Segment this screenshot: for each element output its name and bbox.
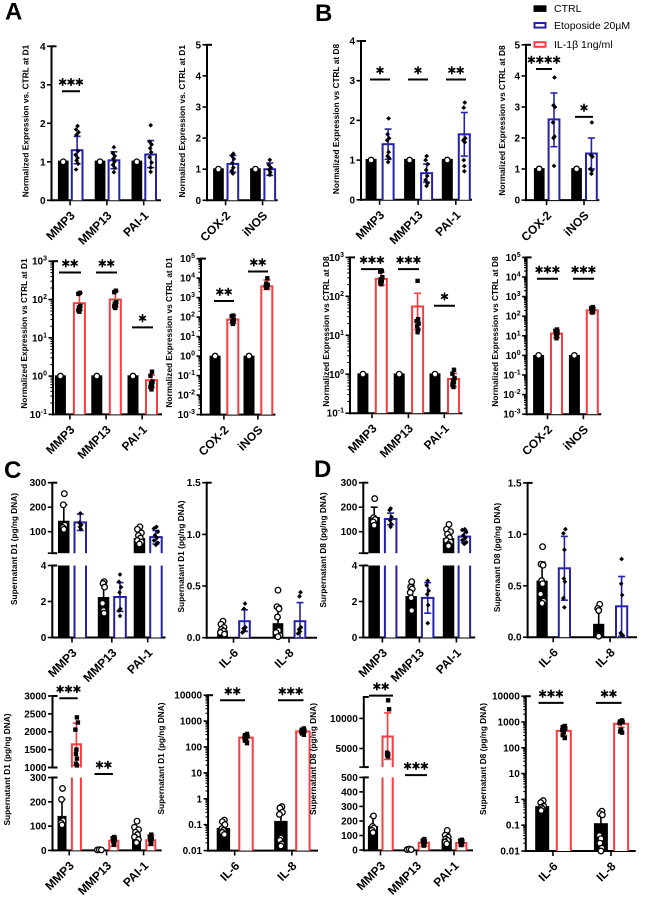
svg-text:100: 100: [341, 831, 358, 842]
svg-text:0: 0: [352, 846, 358, 857]
svg-text:100: 100: [185, 743, 202, 754]
svg-text:Normalized Expression vs CTRL: Normalized Expression vs CTRL at D8: [497, 45, 507, 196]
svg-text:200: 200: [30, 503, 47, 514]
svg-text:1000: 1000: [180, 717, 203, 728]
svg-text:Supernaant D8 (pg/ng DNA): Supernaant D8 (pg/ng DNA): [492, 503, 502, 612]
svg-text:Normalized Expression vs CTRL: Normalized Expression vs CTRL at D8: [490, 256, 500, 407]
svg-text:10000: 10000: [174, 691, 202, 702]
svg-text:200: 200: [341, 817, 358, 828]
svg-text:5: 5: [195, 40, 201, 51]
svg-text:1: 1: [349, 156, 355, 167]
svg-text:Supernatant D1 (pg/ng DNA): Supernatant D1 (pg/ng DNA): [156, 702, 166, 814]
svg-text:2: 2: [514, 134, 520, 145]
svg-text:4: 4: [40, 42, 46, 53]
svg-text:Supernatant D1 (pg/ng DNA): Supernatant D1 (pg/ng DNA): [2, 713, 12, 825]
svg-text:3: 3: [40, 80, 46, 91]
svg-text:300: 300: [341, 802, 358, 813]
svg-text:0: 0: [41, 633, 47, 644]
svg-text:300: 300: [341, 478, 358, 489]
svg-text:10: 10: [191, 768, 203, 779]
svg-text:0.1: 0.1: [188, 820, 202, 831]
svg-text:Normalized Expression vs. CTRL: Normalized Expression vs. CTRL at D1: [177, 45, 187, 198]
svg-text:300: 300: [30, 478, 47, 489]
svg-text:500: 500: [341, 773, 358, 784]
svg-text:0.5: 0.5: [187, 582, 201, 593]
svg-text:3000: 3000: [24, 692, 47, 703]
svg-text:100: 100: [30, 527, 47, 538]
svg-text:4: 4: [195, 71, 201, 82]
svg-text:Supernatant D1 (pg/ng DNA): Supernatant D1 (pg/ng DNA): [9, 493, 19, 605]
svg-text:100: 100: [503, 743, 520, 754]
svg-text:1: 1: [514, 795, 520, 806]
svg-text:1000: 1000: [24, 763, 47, 774]
svg-text:3: 3: [349, 76, 355, 87]
svg-text:0: 0: [41, 846, 47, 857]
svg-text:300: 300: [30, 773, 47, 784]
svg-text:Supernatant D1 (pg/ng DNA): Supernatant D1 (pg/ng DNA): [176, 500, 186, 612]
svg-text:0.0: 0.0: [187, 633, 201, 644]
svg-text:Surpernatant D8 (pg/ng DNA): Surpernatant D8 (pg/ng DNA): [318, 492, 328, 607]
svg-text:1000: 1000: [498, 718, 521, 729]
svg-text:0.01: 0.01: [183, 846, 203, 857]
svg-text:1.5: 1.5: [187, 478, 201, 489]
svg-text:4: 4: [41, 561, 47, 572]
svg-text:Supernatant D8 (pg/ng DNA): Supernatant D8 (pg/ng DNA): [308, 703, 318, 815]
svg-text:0: 0: [40, 196, 46, 207]
svg-text:100: 100: [30, 822, 47, 833]
svg-text:Normalized Expression vs. CTRL: Normalized Expression vs. CTRL at D1: [21, 44, 31, 197]
svg-text:Supernatant D8 (pg/ng DNA): Supernatant D8 (pg/ng DNA): [478, 703, 488, 815]
svg-text:3: 3: [195, 103, 201, 114]
svg-text:0: 0: [514, 196, 520, 207]
svg-text:Normalized Expression vs CTRL: Normalized Expression vs CTRL at D8: [321, 256, 331, 407]
svg-text:A: A: [5, 0, 22, 26]
svg-text:0.01: 0.01: [500, 847, 520, 858]
svg-text:Normalized Expression vs CTRL: Normalized Expression vs CTRL at D1: [164, 257, 174, 408]
svg-text:200: 200: [30, 797, 47, 808]
svg-text:Normalized Expression vs CTRL: Normalized Expression vs CTRL at D1: [19, 258, 29, 409]
svg-text:CTRL: CTRL: [554, 3, 582, 15]
svg-text:10000: 10000: [492, 692, 520, 703]
svg-text:1: 1: [195, 165, 201, 176]
svg-text:2500: 2500: [24, 709, 47, 720]
svg-text:1.0: 1.0: [508, 530, 522, 541]
svg-text:4: 4: [514, 71, 520, 82]
svg-text:2000: 2000: [24, 727, 47, 738]
svg-text:B: B: [315, 0, 332, 27]
svg-text:2: 2: [40, 119, 46, 130]
svg-text:1500: 1500: [24, 745, 47, 756]
svg-text:Normalized Expression vs CTRL: Normalized Expression vs CTRL at D8: [331, 44, 341, 195]
svg-text:0: 0: [352, 633, 358, 644]
svg-text:0.0: 0.0: [508, 633, 522, 644]
svg-text:0.5: 0.5: [508, 581, 522, 592]
svg-text:2: 2: [195, 134, 201, 145]
svg-text:Etoposide 20µM: Etoposide 20µM: [554, 20, 630, 32]
svg-text:2: 2: [349, 116, 355, 127]
svg-text:1.0: 1.0: [187, 530, 201, 541]
svg-text:0: 0: [195, 196, 201, 207]
svg-text:0.1: 0.1: [506, 821, 520, 832]
svg-text:D: D: [314, 456, 331, 483]
svg-text:3: 3: [514, 103, 520, 114]
svg-text:4: 4: [349, 37, 355, 48]
svg-text:4: 4: [352, 561, 358, 572]
svg-text:1: 1: [197, 794, 203, 805]
svg-text:1: 1: [40, 157, 46, 168]
svg-text:5: 5: [514, 40, 520, 51]
svg-text:5000: 5000: [336, 744, 359, 755]
svg-text:2: 2: [41, 597, 47, 608]
svg-text:2: 2: [352, 597, 358, 608]
svg-text:400: 400: [341, 787, 358, 798]
svg-text:1.5: 1.5: [508, 478, 522, 489]
svg-text:200: 200: [341, 503, 358, 514]
svg-text:10000: 10000: [330, 714, 358, 725]
svg-text:100: 100: [341, 527, 358, 538]
svg-text:C: C: [4, 457, 21, 484]
svg-text:0: 0: [349, 195, 355, 206]
svg-text:1: 1: [514, 165, 520, 176]
svg-text:10: 10: [509, 769, 521, 780]
svg-text:IL-1β 1ng/ml: IL-1β 1ng/ml: [554, 39, 613, 51]
